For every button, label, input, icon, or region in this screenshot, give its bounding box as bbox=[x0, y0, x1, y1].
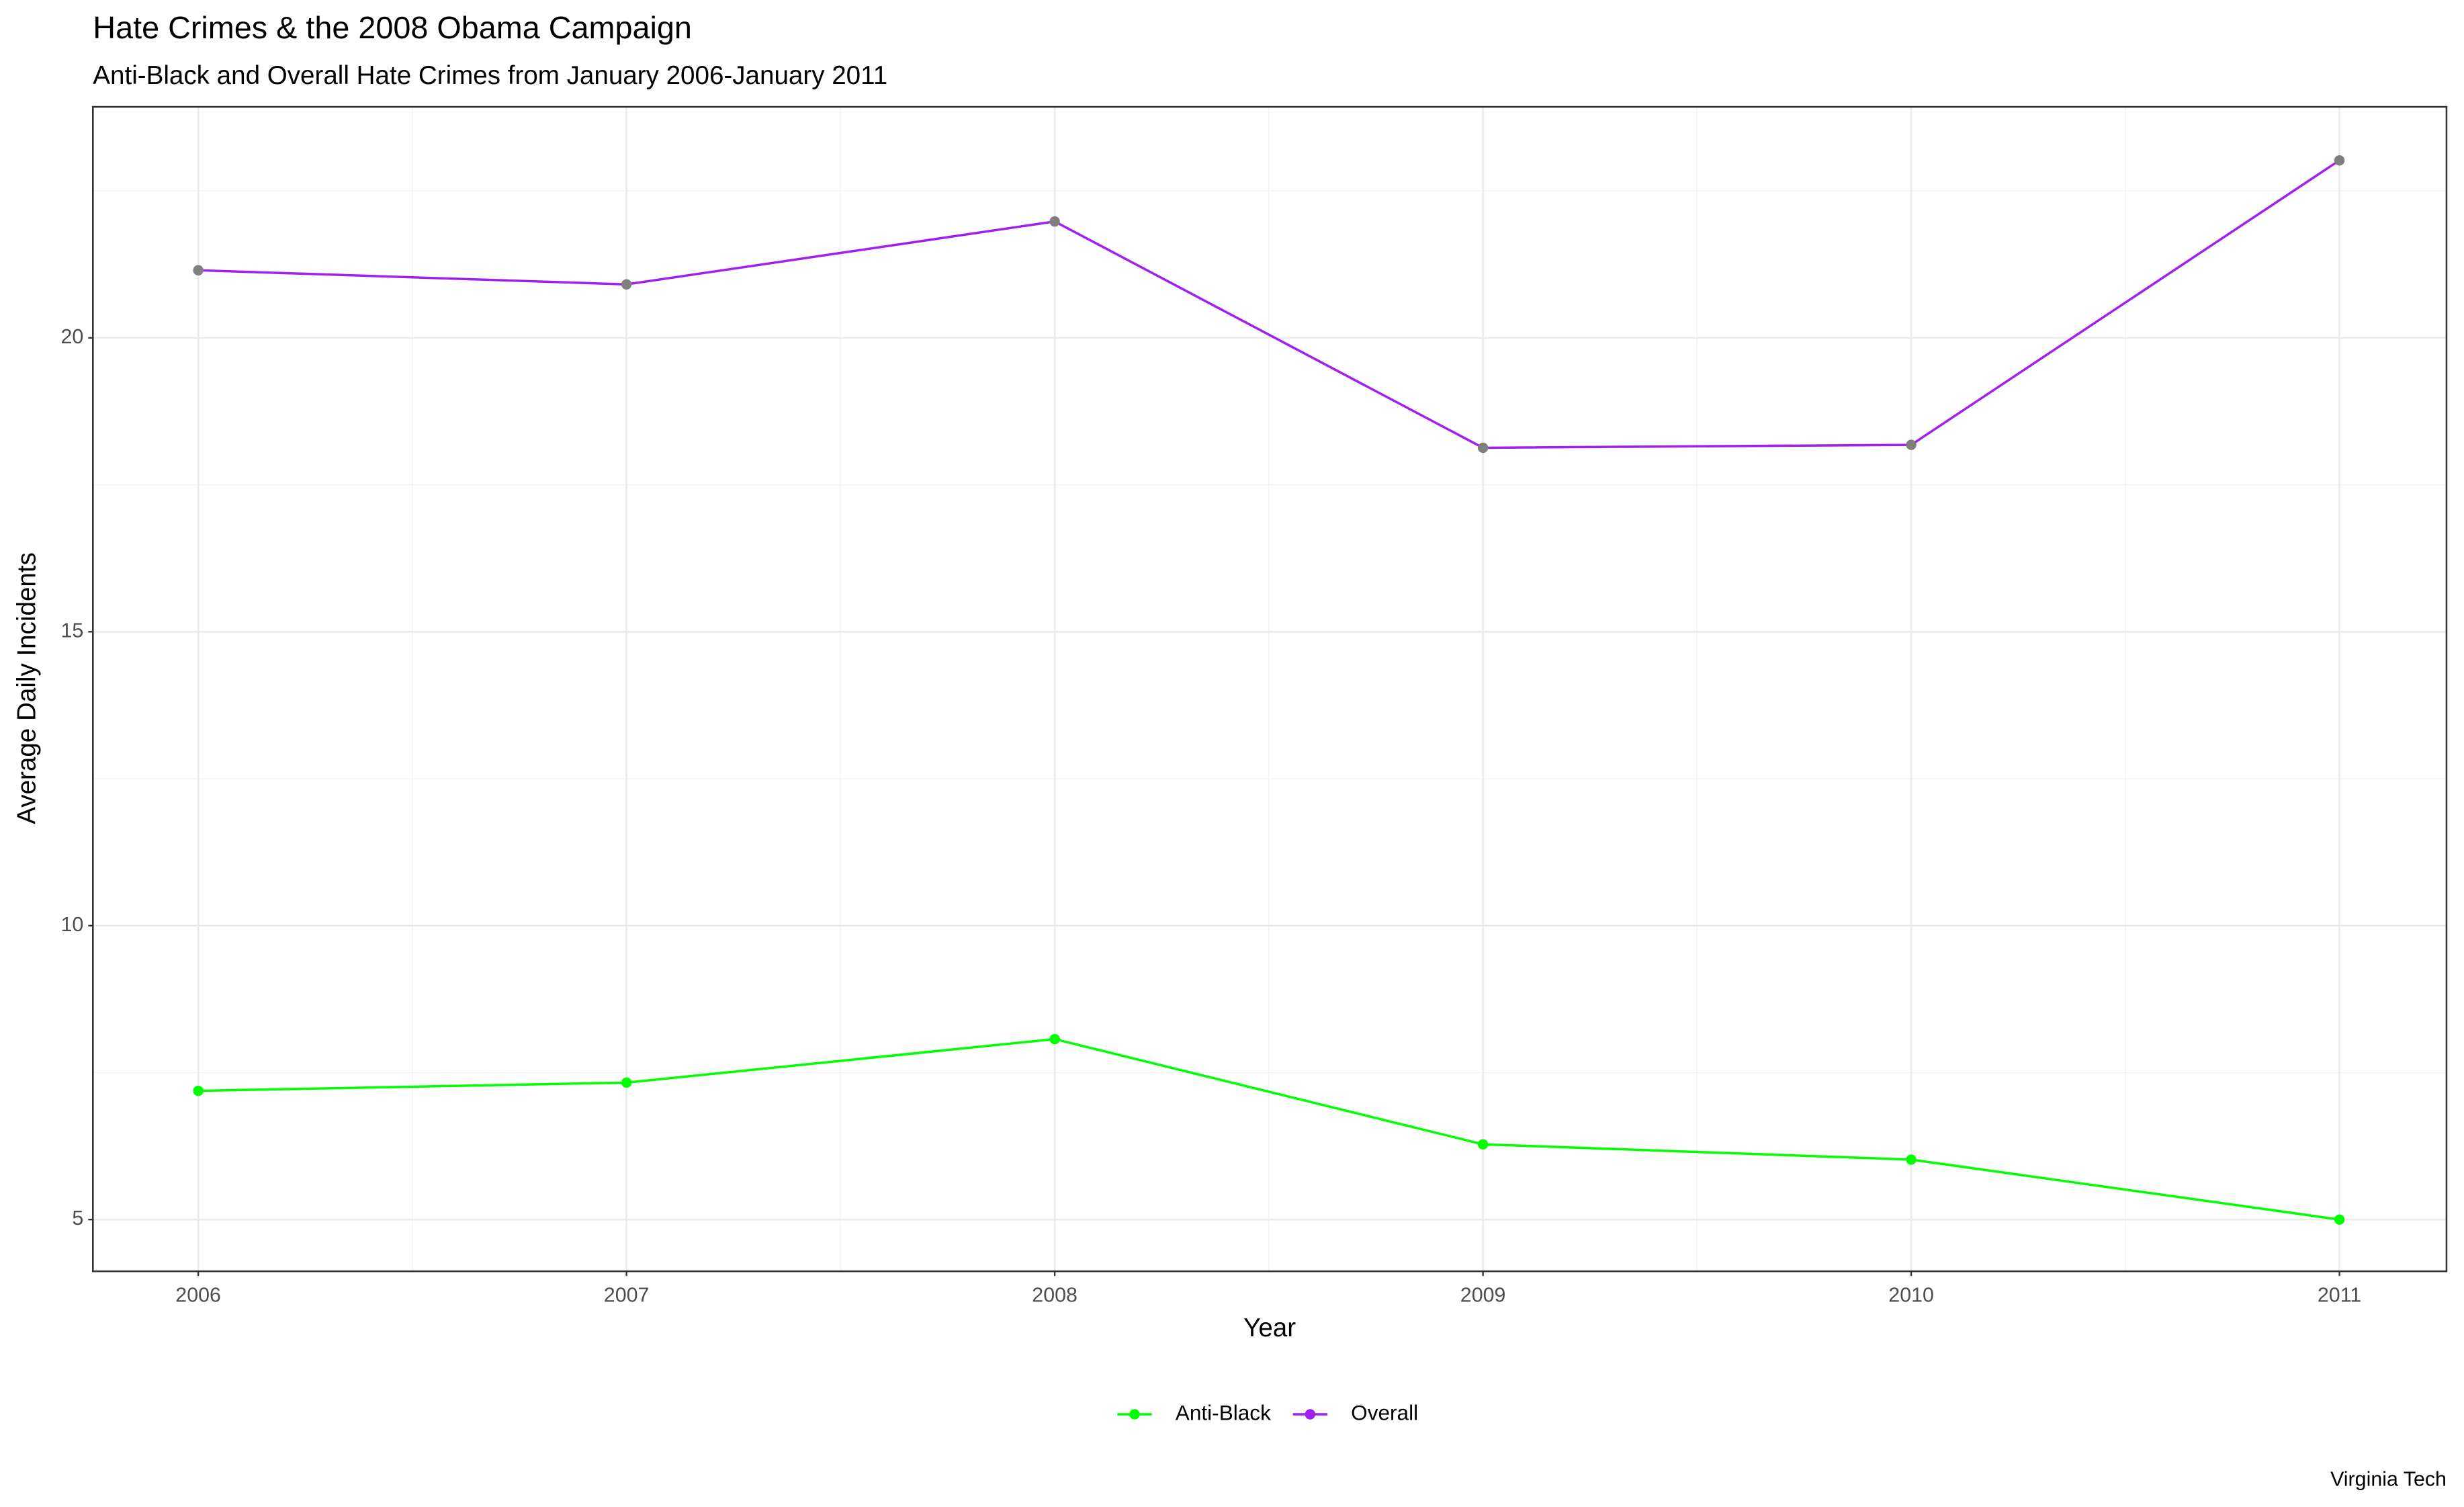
x-tick-label: 2006 bbox=[175, 1284, 221, 1307]
series-line bbox=[198, 159, 2340, 449]
x-tick-label: 2011 bbox=[2318, 1284, 2361, 1307]
data-point bbox=[621, 279, 632, 290]
data-point bbox=[1906, 1154, 1917, 1165]
data-point bbox=[1477, 442, 1489, 454]
series-line bbox=[198, 1037, 2340, 1221]
data-point bbox=[193, 265, 204, 275]
data-point bbox=[193, 1085, 204, 1096]
legend-label: Overall bbox=[1351, 1400, 1418, 1424]
data-point bbox=[1049, 216, 1060, 227]
legend-key-point bbox=[1305, 1409, 1316, 1420]
x-tick-label: 2009 bbox=[1460, 1284, 1506, 1307]
x-tick-label: 2010 bbox=[1888, 1284, 1934, 1307]
chart-title: Hate Crimes & the 2008 Obama Campaign bbox=[93, 10, 692, 45]
data-point bbox=[1906, 439, 1917, 450]
x-tick-label: 2008 bbox=[1032, 1284, 1077, 1307]
x-axis-title: Year bbox=[1243, 1314, 1296, 1342]
y-tick-label: 15 bbox=[60, 619, 83, 642]
chart-subtitle: Anti-Black and Overall Hate Crimes from … bbox=[93, 61, 887, 90]
legend-item: Overall bbox=[1292, 1400, 1418, 1424]
y-tick-label: 10 bbox=[60, 913, 83, 936]
legend-label: Anti-Black bbox=[1176, 1400, 1271, 1424]
y-axis-title: Average Daily Incidents bbox=[13, 552, 42, 824]
caption: Virginia Tech bbox=[2330, 1467, 2447, 1490]
data-point bbox=[1049, 1033, 1060, 1045]
data-point bbox=[2334, 1214, 2345, 1225]
data-point bbox=[2334, 155, 2345, 166]
legend-key-point bbox=[1129, 1409, 1140, 1420]
y-tick-label: 5 bbox=[72, 1207, 83, 1230]
data-point bbox=[1477, 1139, 1489, 1150]
data-point bbox=[621, 1077, 632, 1088]
x-tick-label: 2007 bbox=[604, 1284, 650, 1307]
legend-item: Anti-Black bbox=[1117, 1400, 1271, 1424]
y-tick-label: 20 bbox=[60, 325, 83, 348]
plot-border bbox=[92, 105, 2448, 1273]
plot-area bbox=[93, 107, 2447, 1272]
